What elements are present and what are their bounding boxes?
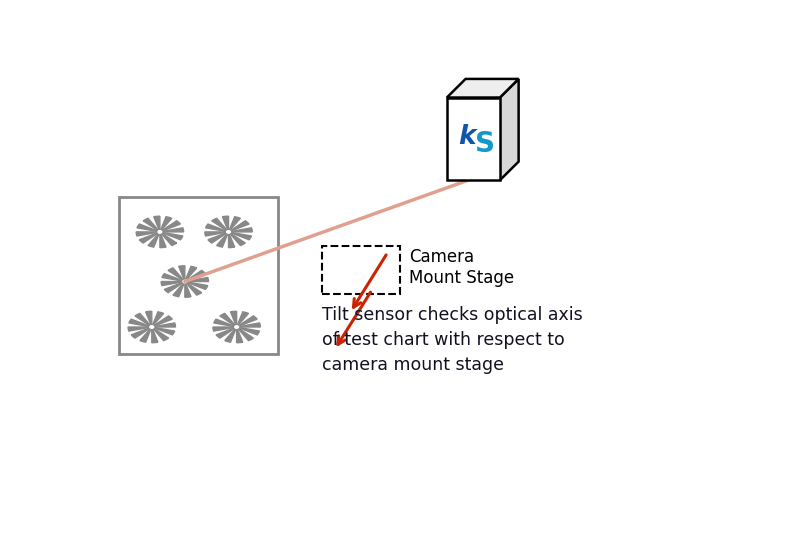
Polygon shape	[229, 232, 234, 248]
Polygon shape	[229, 232, 246, 245]
Circle shape	[227, 231, 230, 233]
Polygon shape	[204, 232, 229, 236]
Polygon shape	[143, 219, 160, 232]
Polygon shape	[185, 281, 208, 289]
Polygon shape	[229, 228, 252, 232]
Polygon shape	[208, 232, 229, 243]
Polygon shape	[154, 216, 160, 232]
Circle shape	[235, 326, 238, 328]
Polygon shape	[237, 327, 254, 340]
Polygon shape	[237, 316, 257, 327]
Polygon shape	[152, 327, 175, 335]
Polygon shape	[136, 232, 160, 236]
Polygon shape	[214, 319, 237, 327]
Text: S: S	[475, 130, 495, 158]
Polygon shape	[160, 217, 171, 232]
Polygon shape	[160, 232, 166, 248]
Polygon shape	[447, 98, 500, 180]
Polygon shape	[152, 316, 172, 327]
Polygon shape	[213, 327, 237, 331]
Polygon shape	[139, 232, 160, 243]
Polygon shape	[220, 314, 237, 327]
Polygon shape	[185, 278, 208, 281]
Polygon shape	[216, 327, 237, 338]
Polygon shape	[185, 281, 201, 295]
Polygon shape	[447, 79, 518, 98]
Polygon shape	[185, 281, 191, 297]
Bar	[322, 246, 400, 294]
Polygon shape	[137, 224, 160, 232]
Circle shape	[158, 231, 162, 233]
Polygon shape	[229, 217, 241, 232]
Polygon shape	[179, 266, 185, 281]
Polygon shape	[140, 327, 152, 342]
Polygon shape	[185, 271, 205, 281]
Polygon shape	[152, 327, 168, 340]
Polygon shape	[161, 281, 185, 286]
Polygon shape	[168, 268, 185, 281]
Polygon shape	[160, 228, 184, 232]
Polygon shape	[229, 232, 251, 240]
Polygon shape	[173, 281, 185, 297]
Polygon shape	[131, 327, 152, 338]
Polygon shape	[237, 323, 260, 327]
Polygon shape	[237, 327, 243, 343]
Circle shape	[183, 280, 187, 283]
Text: Camera
Mount Stage: Camera Mount Stage	[410, 249, 514, 287]
Polygon shape	[148, 232, 160, 247]
Polygon shape	[135, 314, 152, 327]
Polygon shape	[217, 232, 229, 247]
Polygon shape	[152, 323, 175, 327]
Polygon shape	[237, 312, 249, 327]
Polygon shape	[225, 327, 237, 342]
Polygon shape	[222, 216, 229, 232]
Circle shape	[150, 326, 154, 328]
Polygon shape	[229, 221, 249, 232]
Polygon shape	[205, 224, 229, 232]
Text: k: k	[458, 124, 476, 150]
Polygon shape	[500, 79, 518, 180]
Polygon shape	[152, 327, 158, 343]
Polygon shape	[160, 232, 176, 245]
Polygon shape	[129, 319, 152, 327]
Polygon shape	[152, 312, 163, 327]
Polygon shape	[164, 281, 185, 293]
Polygon shape	[146, 311, 152, 327]
Polygon shape	[162, 274, 185, 281]
Text: Tilt sensor checks optical axis
of test chart with respect to
camera mount stage: Tilt sensor checks optical axis of test …	[322, 306, 583, 374]
Polygon shape	[212, 219, 229, 232]
Bar	[119, 197, 279, 354]
Polygon shape	[237, 327, 259, 335]
Polygon shape	[160, 221, 180, 232]
Polygon shape	[160, 232, 183, 240]
Polygon shape	[230, 311, 237, 327]
Polygon shape	[128, 327, 152, 331]
Polygon shape	[185, 266, 196, 281]
